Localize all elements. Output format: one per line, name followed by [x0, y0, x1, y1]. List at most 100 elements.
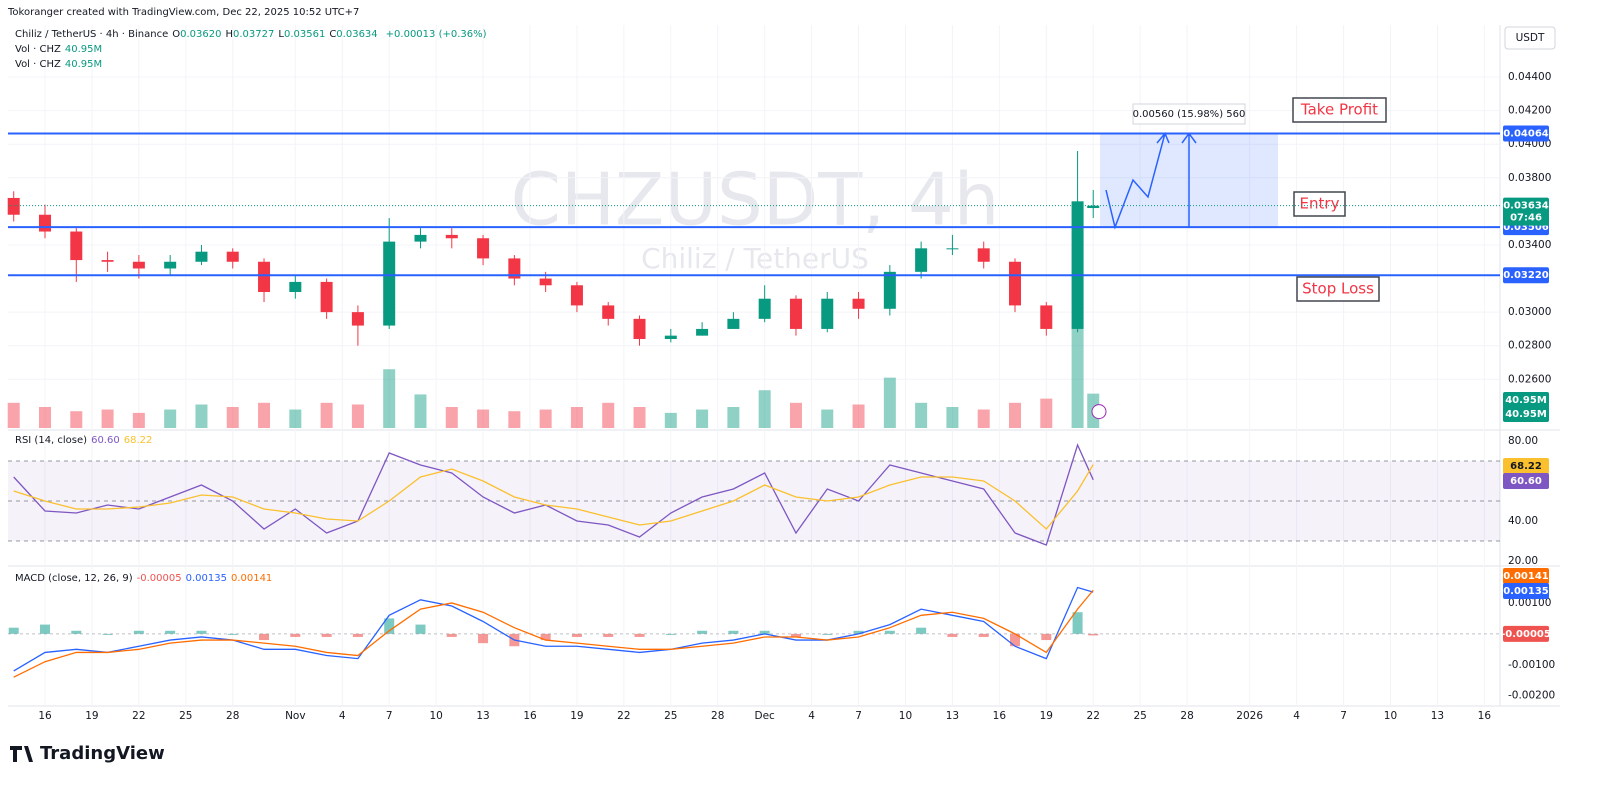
volume-label-box	[1503, 392, 1549, 408]
x-tick-label: 25	[1133, 710, 1146, 722]
candle-body	[289, 281, 302, 292]
y-tick-label: 0.03800	[1508, 172, 1551, 184]
x-tick-label: 7	[1340, 710, 1347, 722]
macd-hist	[102, 633, 113, 635]
x-tick-label: 13	[476, 710, 489, 722]
x-tick-label: 19	[85, 710, 98, 722]
x-tick-label: 10	[1384, 710, 1397, 722]
macd-hist	[446, 633, 457, 637]
macd-hist	[790, 633, 801, 637]
macd-hist	[415, 624, 426, 634]
hist-label-box	[1503, 625, 1549, 642]
macd-hist	[71, 630, 82, 634]
x-tick-label: 25	[664, 710, 677, 722]
candle-body	[602, 305, 615, 319]
symbol: Chiliz / TetherUS · 4h · Binance	[15, 29, 169, 40]
rsi-label: 68.22	[1510, 461, 1542, 472]
level-label: 0.03220	[1503, 270, 1549, 281]
volume-bar	[320, 402, 333, 428]
volume-bar	[633, 407, 646, 428]
volume-bar	[445, 407, 458, 428]
volume-bar	[789, 402, 802, 428]
x-tick-label: 16	[1478, 710, 1492, 722]
macd-hist	[697, 630, 708, 634]
volume-bar	[258, 402, 271, 428]
macd-hist	[1010, 633, 1021, 647]
readout: O0.03620 H0.03727 L0.03561 C0.03634	[172, 29, 381, 40]
alert-icon	[1091, 404, 1107, 420]
y-tick-label: 20.00	[1508, 555, 1538, 567]
volume-bar	[164, 409, 177, 428]
x-tick-label: 28	[226, 710, 239, 722]
x-tick-label: 28	[711, 710, 724, 722]
measure-label: 0.00560 (15.98%) 560	[1133, 109, 1246, 120]
last-price-label: 07:46	[1510, 213, 1542, 224]
volume-bar	[758, 390, 771, 428]
volume-bar	[1009, 402, 1022, 428]
x-tick-label: 16	[993, 710, 1007, 722]
rsi-label-box	[1503, 458, 1549, 474]
annotation: Take Profit	[1300, 101, 1378, 119]
annotation-box	[1296, 276, 1380, 302]
macd-legend: MACD (close, 12, 26, 9) -0.00005 0.00135 0.…	[15, 573, 276, 584]
macd-hist	[1072, 612, 1083, 634]
candle-body	[351, 312, 364, 326]
candle-body	[633, 318, 646, 340]
volume-bar	[883, 377, 896, 428]
watermark-title: CHZUSDT, 4h	[511, 158, 1000, 242]
candle-body	[258, 261, 271, 292]
last-price-label: 0.03634	[1503, 201, 1549, 212]
annotation-box	[1292, 97, 1387, 123]
macd-hist	[259, 633, 270, 641]
volume-label-box	[1503, 406, 1549, 422]
annotation-box	[1293, 191, 1346, 217]
macd-hist	[603, 633, 614, 637]
volume-legend: Vol · CHZ 40.95M	[15, 59, 106, 70]
annotation: Entry	[1300, 195, 1340, 213]
macd-hist	[916, 627, 927, 634]
macd-hist	[8, 627, 19, 634]
x-tick-label: 7	[855, 710, 862, 722]
x-tick-label: 7	[386, 710, 393, 722]
macd-hist	[1088, 633, 1099, 636]
macd-hist	[352, 633, 363, 637]
volume-bar	[570, 407, 583, 428]
candle-body	[1071, 201, 1084, 329]
readout-key: L	[278, 29, 284, 40]
macd-title: MACD (close, 12, 26, 9)	[15, 573, 133, 584]
x-tick-label: 2026	[1236, 710, 1263, 722]
volume-name: Vol · CHZ	[15, 59, 61, 70]
readout-key: O	[172, 29, 181, 40]
readout-value: 0.03561	[283, 29, 326, 40]
volume-bar	[132, 412, 145, 428]
y-tick-label: 0.03000	[1508, 306, 1551, 318]
rsi-label: 60.60	[1510, 476, 1542, 487]
volume-bar	[602, 402, 615, 428]
y-tick-label: -0.00200	[1508, 690, 1555, 702]
candle-body	[414, 234, 427, 242]
volume-value: 40.95M	[64, 44, 103, 55]
x-tick-label: 13	[946, 710, 959, 722]
candle-body	[696, 328, 709, 336]
x-tick-label: Dec	[755, 710, 776, 722]
volume-bar	[821, 409, 834, 428]
volume-bar	[539, 409, 552, 428]
level-label: 0.04064	[1503, 128, 1549, 139]
x-tick-label: 4	[339, 710, 346, 722]
readout-value: 0.03727	[233, 29, 275, 40]
volume-bar	[70, 411, 83, 428]
candle-body	[946, 248, 959, 250]
volume-value: 40.95M	[64, 59, 103, 70]
hist-label: -0.00005	[1501, 629, 1551, 640]
last-price-label-box	[1503, 197, 1549, 226]
currency-box[interactable]	[1504, 26, 1556, 50]
macd-line	[13, 586, 1094, 672]
currency[interactable]: USDT	[1516, 32, 1545, 44]
macd-line	[13, 589, 1094, 678]
y-tick-label: -0.00100	[1508, 659, 1555, 671]
candle-body	[7, 197, 20, 215]
candle-body	[101, 260, 114, 262]
rsi-line	[13, 464, 1094, 530]
